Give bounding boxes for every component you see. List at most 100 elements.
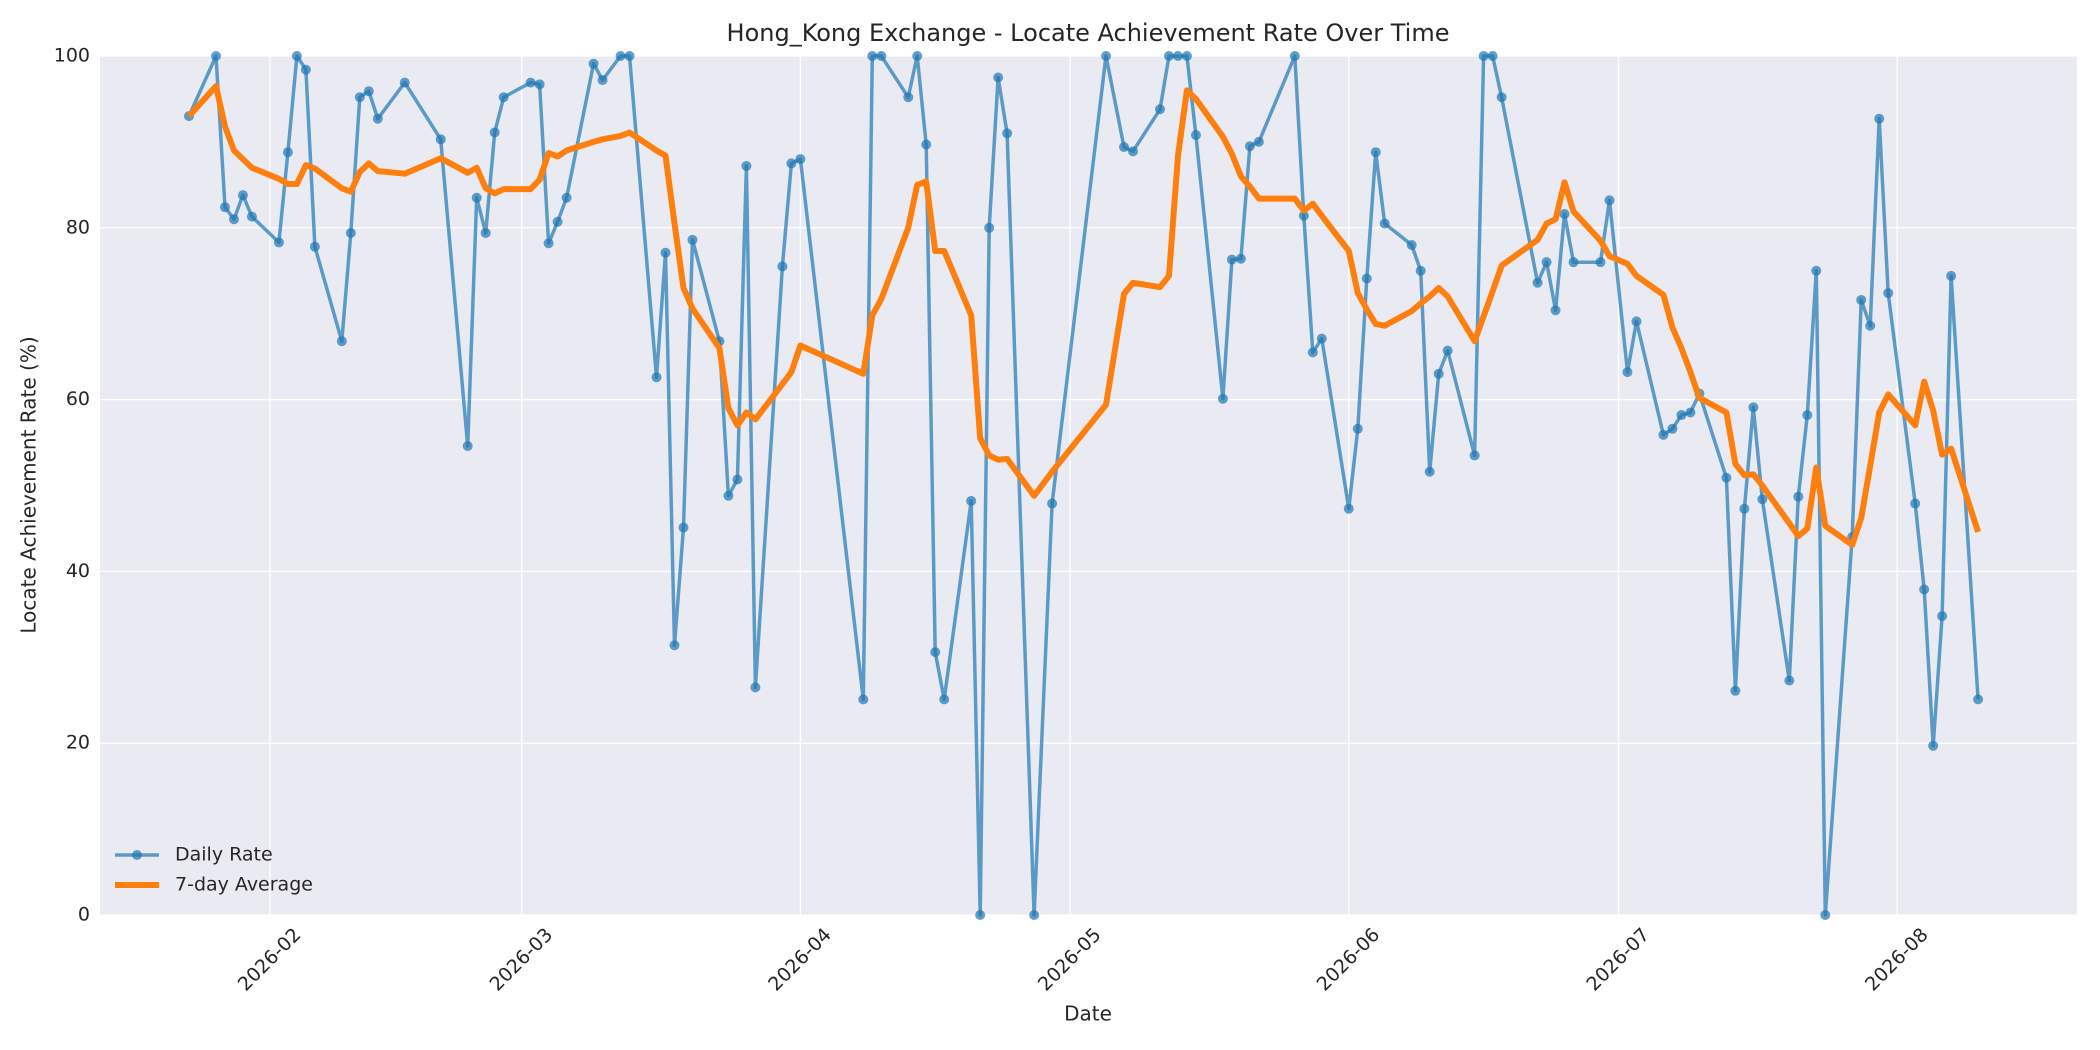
data-point — [1919, 584, 1930, 595]
data-point — [1802, 410, 1813, 421]
data-point — [624, 51, 635, 61]
data-point — [660, 247, 671, 258]
data-point — [795, 154, 806, 165]
data-point — [1604, 195, 1615, 206]
data-point — [939, 694, 950, 705]
data-point — [867, 51, 878, 61]
data-point — [1874, 113, 1885, 124]
data-point — [462, 440, 473, 451]
data-point — [372, 113, 383, 124]
data-point — [273, 237, 284, 248]
data-point — [1478, 51, 1489, 61]
data-point — [777, 261, 788, 272]
data-point — [669, 640, 680, 651]
data-point — [732, 474, 743, 485]
data-point — [1307, 347, 1318, 358]
data-point — [561, 192, 572, 203]
data-point — [1370, 147, 1381, 158]
data-point — [966, 495, 977, 506]
data-point — [1973, 694, 1984, 705]
data-point — [1631, 316, 1642, 327]
data-point — [1442, 345, 1453, 356]
data-point — [1820, 910, 1831, 920]
data-point — [1946, 270, 1957, 281]
data-point — [1748, 402, 1759, 413]
data-point — [615, 51, 626, 61]
x-tick-label: 2026-03 — [485, 924, 557, 996]
data-point — [1424, 466, 1435, 477]
data-point — [912, 51, 923, 61]
chart-title: Hong_Kong Exchange - Locate Achievement … — [727, 19, 1450, 47]
data-point — [1784, 675, 1795, 686]
data-point — [1928, 740, 1939, 751]
data-point — [1352, 423, 1363, 434]
x-axis-label: Date — [1064, 1002, 1112, 1026]
data-point — [489, 127, 500, 138]
data-point — [345, 227, 356, 238]
x-tick-label: 2026-04 — [764, 924, 836, 996]
x-tick-label: 2026-05 — [1034, 924, 1106, 996]
data-point — [552, 216, 563, 227]
data-point — [723, 490, 734, 501]
data-point — [1119, 142, 1130, 153]
data-point — [1496, 92, 1507, 103]
data-point — [246, 211, 257, 222]
data-point — [1739, 503, 1750, 514]
data-point — [1865, 320, 1876, 331]
data-point — [1757, 494, 1768, 505]
data-point — [984, 222, 995, 233]
data-point — [1532, 277, 1543, 288]
data-point — [1667, 423, 1678, 434]
data-point — [336, 336, 347, 347]
legend-label: Daily Rate — [175, 844, 273, 866]
data-point — [1361, 273, 1372, 284]
series-line — [186, 83, 1981, 548]
data-point — [1154, 104, 1165, 115]
y-tick-label: 20 — [66, 732, 90, 754]
data-point — [1298, 210, 1309, 221]
data-point — [1559, 209, 1570, 220]
data-point — [741, 160, 752, 171]
data-point — [858, 694, 869, 705]
x-tick-label: 2026-02 — [234, 924, 306, 996]
data-point — [1289, 51, 1300, 61]
data-point — [1568, 257, 1579, 268]
data-point — [1163, 51, 1174, 61]
data-point — [435, 134, 446, 145]
data-point — [1433, 368, 1444, 379]
y-tick-label: 100 — [54, 45, 90, 67]
data-point — [1235, 253, 1246, 264]
data-point — [1658, 429, 1669, 440]
data-point — [876, 51, 887, 61]
data-point — [1029, 910, 1040, 920]
data-point — [687, 234, 698, 245]
y-axis-label: Locate Achievement Rate (%) — [17, 336, 41, 633]
data-point — [363, 86, 374, 97]
y-tick-label: 80 — [66, 216, 90, 238]
data-point — [651, 372, 662, 383]
x-tick-label: 2026-06 — [1313, 924, 1385, 996]
data-point — [930, 647, 941, 658]
data-point — [1550, 305, 1561, 316]
data-point — [1217, 393, 1228, 404]
x-tick-label: 2026-07 — [1582, 924, 1654, 996]
data-point — [1128, 146, 1139, 157]
data-point — [1101, 51, 1112, 61]
data-point — [750, 682, 761, 693]
data-point — [480, 227, 491, 238]
data-point — [399, 77, 410, 88]
data-point — [921, 139, 932, 150]
data-point — [1253, 136, 1264, 147]
data-point — [1047, 498, 1058, 509]
data-point — [1595, 257, 1606, 268]
data-point — [1487, 51, 1498, 61]
data-point — [1937, 611, 1948, 622]
data-point — [1730, 685, 1741, 696]
data-point — [210, 51, 221, 61]
legend-marker — [132, 850, 142, 860]
x-tick-label: 2026-08 — [1861, 924, 1933, 996]
data-point — [1883, 288, 1894, 299]
data-point — [1172, 51, 1183, 61]
data-point — [1379, 218, 1390, 229]
data-point — [498, 92, 509, 103]
